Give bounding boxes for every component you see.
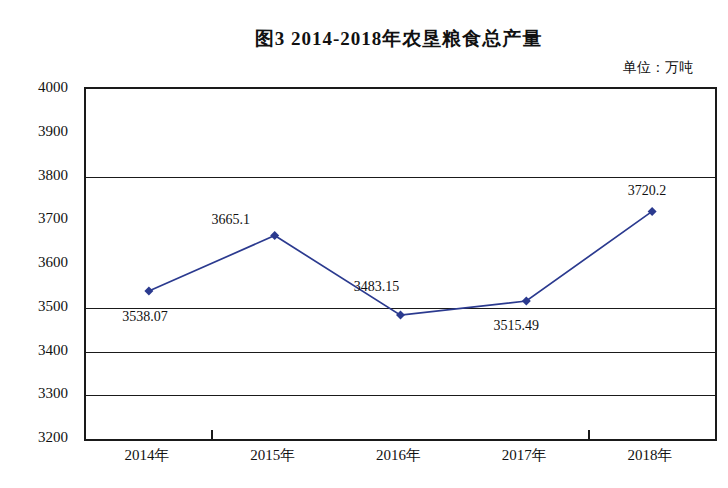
chart-title: 图3 2014-2018年农垦粮食总产量 — [84, 26, 713, 52]
y-tick-label-3300: 3300 — [0, 384, 68, 402]
y-tick-label-3700: 3700 — [0, 209, 68, 227]
x-axis-tick — [211, 430, 213, 439]
y-tick-label-3500: 3500 — [0, 297, 68, 315]
y-tick-label-3200: 3200 — [0, 428, 68, 446]
data-label-2016年: 3483.15 — [354, 279, 400, 295]
y-axis: 4000 3900 3800 3700 3600 3500 3400 3300 3200 — [0, 0, 76, 488]
data-label-2018年: 3720.2 — [628, 183, 667, 199]
line-series — [86, 89, 715, 439]
x-tick-label-2018年: 2018年 — [628, 446, 673, 465]
y-tick-label-3600: 3600 — [0, 253, 68, 271]
x-tick-label-2016年: 2016年 — [376, 446, 421, 465]
y-tick-label-3900: 3900 — [0, 122, 68, 140]
data-point-marker — [396, 311, 405, 320]
data-label-2014年: 3538.07 — [122, 309, 168, 325]
x-tick-label-2015年: 2015年 — [250, 446, 295, 465]
x-axis-tick — [588, 430, 590, 439]
y-tick-label-3400: 3400 — [0, 341, 68, 359]
y-tick-label-3800: 3800 — [0, 166, 68, 184]
plot-area: 3538.07 3665.1 3483.15 3515.49 3720.2 — [84, 87, 717, 441]
data-label-2017年: 3515.49 — [494, 318, 540, 334]
data-label-2015年: 3665.1 — [211, 212, 250, 228]
x-tick-label-2014年: 2014年 — [124, 446, 169, 465]
x-tick-label-2017年: 2017年 — [502, 446, 547, 465]
figure-page: 图3 2014-2018年农垦粮食总产量 单位：万吨 4000 3900 3800 3… — [0, 0, 728, 488]
y-tick-label-4000: 4000 — [0, 78, 68, 96]
data-point-marker — [270, 231, 279, 240]
x-axis: 2014年 2015年 2016年 2017年 2018年 — [84, 446, 713, 472]
data-point-marker — [144, 287, 153, 296]
unit-label: 单位：万吨 — [84, 59, 693, 77]
